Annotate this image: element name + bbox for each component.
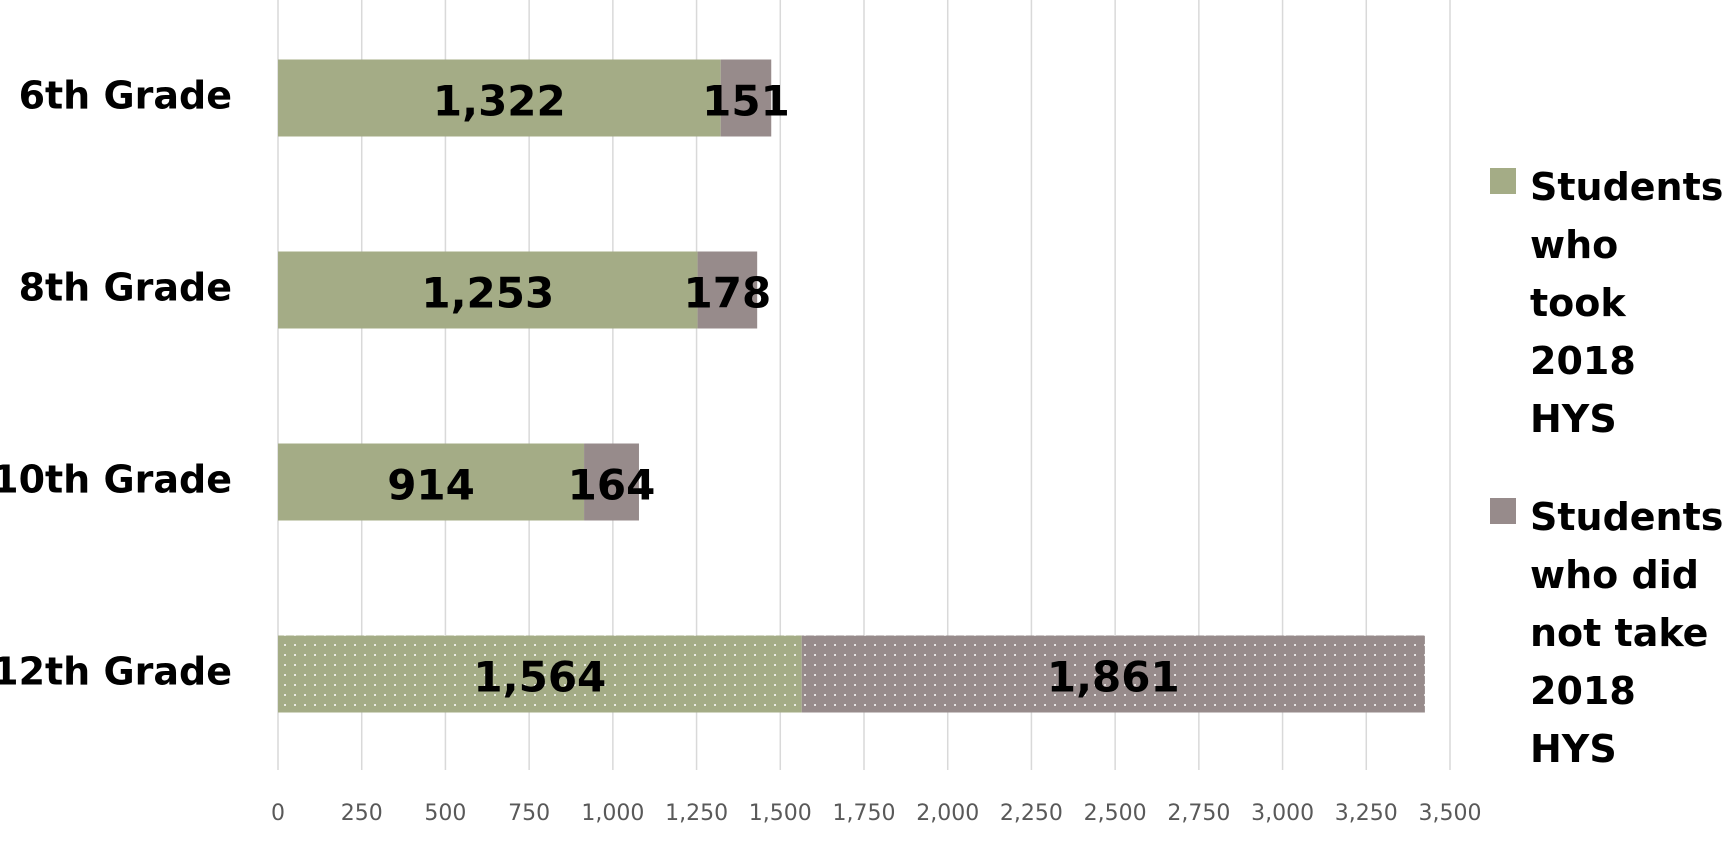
x-tick-label: 3,000	[1251, 801, 1314, 826]
legend-swatch	[1490, 498, 1516, 524]
data-label: 1,322	[433, 77, 566, 126]
legend-item: Students who took 2018 HYS	[1490, 158, 1725, 448]
x-tick-label: 500	[424, 801, 466, 826]
y-tick-label: 6th Grade	[19, 74, 232, 118]
x-tick-label: 0	[271, 801, 285, 826]
bar-segment	[720, 59, 772, 137]
legend-item: Students who did not take 2018 HYS	[1490, 488, 1725, 778]
x-tick-label: 2,500	[1084, 801, 1147, 826]
data-label: 151	[702, 77, 790, 126]
x-tick-label: 1,500	[749, 801, 812, 826]
legend: Students who took 2018 HYS Students who d…	[1490, 158, 1725, 818]
data-label: 178	[684, 269, 772, 318]
bar-segment	[278, 59, 721, 137]
x-tick-label: 1,000	[581, 801, 644, 826]
data-label: 914	[387, 461, 475, 510]
bar-segment	[278, 251, 698, 329]
x-tick-label: 2,750	[1167, 801, 1230, 826]
data-label: 1,564	[473, 653, 606, 702]
data-label: 164	[568, 461, 656, 510]
x-tick-label: 1,750	[833, 801, 896, 826]
bar-segment	[278, 443, 585, 521]
bar-segment	[801, 635, 1425, 713]
x-tick-label: 2,250	[1000, 801, 1063, 826]
legend-swatch	[1490, 168, 1516, 194]
legend-label: Students who did not take 2018 HYS	[1530, 495, 1724, 771]
data-label: 1,253	[421, 269, 554, 318]
y-tick-label: 10th Grade	[0, 458, 232, 502]
x-tick-label: 3,500	[1419, 801, 1482, 826]
bar-segment	[697, 251, 758, 329]
legend-label: Students who took 2018 HYS	[1530, 165, 1724, 441]
y-tick-label: 12th Grade	[0, 650, 232, 694]
bar-segment	[584, 443, 639, 521]
y-tick-label: 8th Grade	[19, 266, 232, 310]
data-label: 1,861	[1047, 653, 1180, 702]
x-tick-label: 2,000	[916, 801, 979, 826]
x-tick-label: 1,250	[665, 801, 728, 826]
x-tick-label: 3,250	[1335, 801, 1398, 826]
x-tick-label: 750	[508, 801, 550, 826]
x-tick-label: 250	[341, 801, 383, 826]
bar-segment	[278, 635, 802, 713]
